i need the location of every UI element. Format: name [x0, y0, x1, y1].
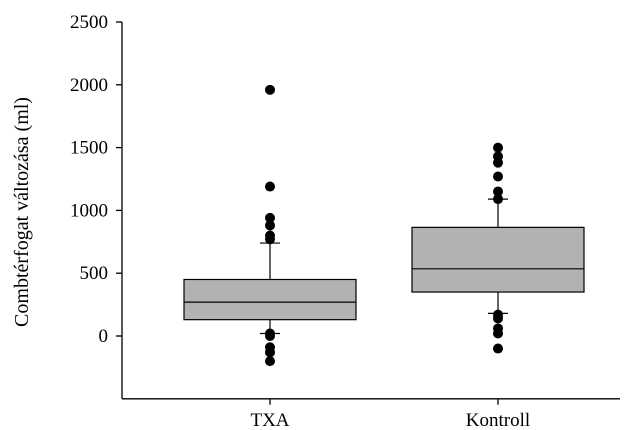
outlier-point — [265, 331, 275, 341]
outlier-point — [265, 220, 275, 231]
box-groups — [183, 84, 585, 367]
outlier-point — [265, 234, 275, 245]
y-axis-label: Combtérfogat változása (ml) — [11, 97, 33, 327]
outlier-point — [493, 194, 503, 205]
box-iqr — [183, 278, 357, 321]
outlier-point — [265, 181, 275, 192]
outlier-point — [265, 212, 275, 223]
outlier-point — [265, 84, 275, 95]
y-axis: 0 500 1000 1500 2000 2500 — [70, 12, 123, 399]
outlier-point — [493, 328, 503, 339]
box-group-txa — [183, 84, 357, 367]
outlier-point — [493, 171, 503, 182]
outlier-point — [493, 157, 503, 168]
y-tick-label: 2500 — [70, 12, 108, 33]
outlier-point — [493, 186, 503, 197]
outlier-point — [265, 347, 275, 358]
x-tick-label: TXA — [250, 410, 289, 430]
y-tick-label: 500 — [80, 263, 109, 284]
x-axis: TXA Kontroll — [122, 398, 620, 430]
y-tick-label: 2000 — [70, 75, 108, 96]
y-tick-label: 1500 — [70, 138, 108, 159]
box-group-kontroll — [411, 142, 585, 354]
outlier-point — [493, 313, 503, 324]
box-iqr — [411, 226, 585, 293]
x-tick-label: Kontroll — [466, 410, 530, 430]
outlier-point — [265, 356, 275, 367]
outlier-point — [493, 343, 503, 354]
y-tick-label: 0 — [99, 326, 109, 347]
y-tick-label: 1000 — [70, 200, 108, 221]
outlier-point — [493, 142, 503, 153]
